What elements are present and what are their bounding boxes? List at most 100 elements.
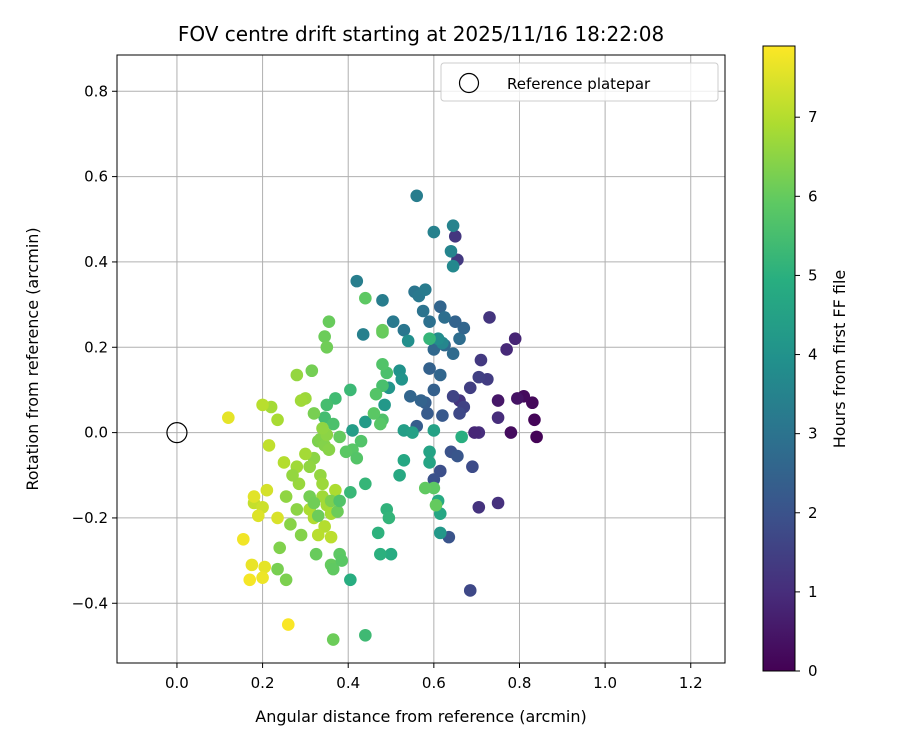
- data-point: [463, 584, 477, 597]
- data-point: [350, 451, 364, 465]
- y-axis-ticks: −0.4 −0.2 0.0 0.2 0.4 0.6 0.8: [72, 82, 117, 612]
- data-point: [331, 505, 344, 518]
- data-point: [322, 443, 336, 456]
- data-point: [354, 434, 368, 448]
- data-point: [320, 398, 334, 412]
- data-point: [346, 424, 359, 437]
- data-point: [359, 477, 372, 491]
- colorbar-label: Hours from first FF file: [830, 270, 849, 449]
- data-point: [307, 407, 321, 420]
- data-point: [397, 323, 411, 337]
- data-point: [474, 353, 488, 367]
- data-point: [344, 486, 357, 499]
- data-point: [279, 490, 293, 503]
- y-tick-label: −0.2: [72, 509, 108, 527]
- x-tick-label: 1.2: [679, 674, 703, 692]
- data-point: [386, 315, 400, 328]
- data-point: [423, 315, 436, 328]
- data-point: [326, 633, 340, 646]
- colorbar-tick-label: 5: [808, 266, 818, 284]
- data-point: [508, 332, 522, 346]
- data-point: [256, 571, 269, 584]
- data-point: [303, 460, 316, 474]
- data-point: [429, 498, 443, 512]
- data-point: [374, 417, 387, 431]
- data-point: [511, 392, 524, 405]
- data-point: [318, 330, 331, 343]
- data-point: [528, 413, 541, 427]
- data-point: [414, 394, 428, 407]
- data-point: [457, 321, 471, 335]
- y-tick-label: 0.6: [84, 168, 108, 186]
- data-point: [483, 311, 496, 324]
- data-point: [309, 547, 323, 561]
- reference-marker-layer: [166, 422, 188, 444]
- data-point: [335, 554, 349, 567]
- data-point: [448, 230, 462, 243]
- data-point: [427, 225, 441, 239]
- reference-platepar-marker: [166, 422, 188, 444]
- data-point: [416, 304, 430, 318]
- data-point: [273, 541, 287, 555]
- data-point: [453, 332, 466, 346]
- data-point: [311, 509, 325, 523]
- data-point: [455, 430, 468, 444]
- data-point: [294, 528, 308, 542]
- x-tick-label: 0.8: [508, 674, 532, 692]
- data-point: [369, 387, 383, 401]
- data-point: [491, 394, 505, 407]
- data-point: [271, 562, 284, 576]
- chart-title: FOV centre drift starting at 2025/11/16 …: [178, 22, 664, 46]
- y-tick-label: −0.4: [72, 594, 108, 612]
- data-point: [284, 518, 297, 531]
- data-point: [271, 511, 284, 525]
- data-point: [427, 383, 441, 397]
- data-point: [427, 424, 441, 437]
- data-point: [423, 456, 436, 469]
- data-point: [448, 315, 462, 328]
- data-point: [333, 494, 346, 508]
- data-point: [329, 392, 342, 405]
- data-point: [446, 390, 460, 403]
- data-point: [281, 618, 295, 631]
- data-point: [446, 259, 460, 273]
- data-point: [382, 511, 396, 525]
- data-point: [378, 398, 391, 412]
- data-point: [247, 490, 261, 503]
- data-point: [376, 294, 389, 307]
- data-point: [410, 189, 424, 203]
- legend: Reference platepar: [440, 62, 719, 102]
- data-point: [446, 219, 460, 232]
- data-point: [339, 445, 353, 459]
- data-point: [350, 274, 364, 288]
- colorbar-tick-label: 7: [808, 108, 818, 126]
- data-point: [436, 409, 449, 422]
- y-tick-label: 0.4: [84, 253, 108, 271]
- colorbar-tick-label: 2: [808, 504, 818, 522]
- data-point: [418, 283, 432, 296]
- x-tick-label: 0.4: [336, 674, 360, 692]
- data-point: [271, 413, 284, 427]
- y-tick-label: 0.2: [84, 338, 108, 356]
- data-point: [359, 415, 372, 429]
- colorbar-tick-label: 6: [808, 187, 818, 205]
- data-point: [403, 390, 417, 403]
- data-point: [374, 547, 387, 561]
- data-point: [500, 343, 513, 356]
- data-point: [260, 483, 274, 497]
- data-point: [427, 343, 441, 356]
- y-tick-label: 0.8: [84, 82, 108, 100]
- data-point: [384, 547, 398, 561]
- colorbar-gradient: [762, 45, 796, 672]
- data-point: [395, 372, 409, 386]
- data-point: [371, 526, 385, 540]
- data-point: [451, 449, 464, 463]
- data-point: [307, 496, 321, 510]
- data-point: [433, 300, 447, 314]
- data-point: [318, 411, 331, 424]
- data-point: [277, 456, 291, 469]
- data-point: [433, 526, 447, 540]
- data-point: [356, 328, 370, 341]
- data-point: [290, 368, 304, 382]
